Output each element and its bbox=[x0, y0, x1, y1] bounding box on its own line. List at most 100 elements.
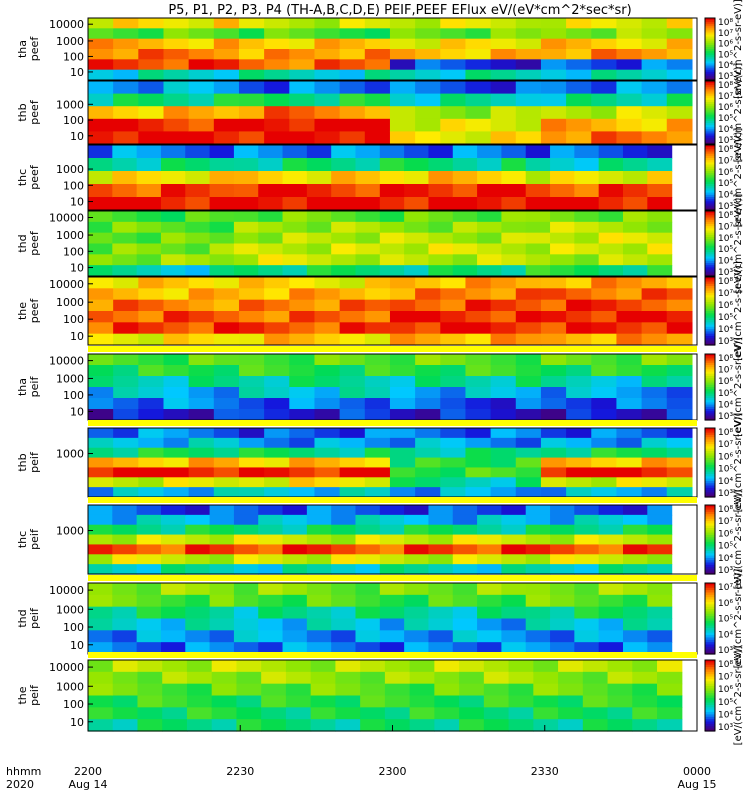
spectrogram-cell bbox=[428, 232, 454, 245]
spectrogram-cell bbox=[574, 618, 600, 631]
spectrogram-cell bbox=[582, 695, 609, 708]
colorbar-cell bbox=[705, 444, 715, 447]
spectrogram-cell bbox=[209, 184, 235, 198]
spectrogram-cell bbox=[440, 299, 467, 312]
spectrogram-cell bbox=[598, 618, 624, 631]
spectrogram-cell bbox=[477, 514, 502, 526]
spectrogram-cell bbox=[384, 660, 411, 673]
spectrogram-cell bbox=[88, 211, 113, 223]
spectrogram-cell bbox=[364, 387, 391, 399]
spectrogram-cell bbox=[233, 184, 259, 198]
spectrogram-cell bbox=[160, 254, 186, 266]
spectrogram-cell bbox=[185, 594, 211, 608]
spectrogram-cell bbox=[331, 564, 357, 575]
spectrogram-cell bbox=[163, 93, 190, 107]
spectrogram-cell bbox=[379, 594, 405, 608]
spectrogram-cell bbox=[515, 398, 542, 410]
spectrogram-cell bbox=[238, 311, 265, 323]
colorbar-cell bbox=[705, 609, 715, 612]
colorbar-cell bbox=[705, 168, 715, 172]
spectrogram-cell bbox=[540, 38, 567, 50]
colorbar-cell bbox=[705, 24, 715, 27]
spectrogram-cell bbox=[515, 437, 542, 449]
colorbar-cell bbox=[705, 247, 715, 251]
spectrogram-cell bbox=[306, 564, 332, 575]
spectrogram-cell bbox=[515, 365, 542, 377]
spectrogram-cell bbox=[641, 277, 668, 289]
colorbar-cell bbox=[705, 263, 715, 266]
spectrogram-cell bbox=[550, 544, 575, 555]
spectrogram-cell bbox=[88, 18, 114, 29]
spectrogram-cell bbox=[415, 277, 441, 289]
spectrogram-cell bbox=[233, 524, 259, 536]
spectrogram-cell bbox=[389, 467, 416, 478]
spectrogram-cell bbox=[465, 106, 492, 120]
spectrogram-cell bbox=[314, 409, 341, 421]
spectrogram-cell bbox=[574, 630, 600, 643]
spectrogram-cell bbox=[306, 197, 332, 211]
spectrogram-cell bbox=[404, 554, 430, 565]
spectrogram-cell bbox=[264, 38, 290, 50]
spectrogram-cell bbox=[209, 642, 235, 655]
spectrogram-cell bbox=[428, 514, 454, 526]
spectrogram-cell bbox=[525, 254, 551, 266]
colorbar-cell bbox=[705, 583, 715, 586]
spectrogram-cell bbox=[574, 564, 600, 575]
spectrogram-cell bbox=[285, 719, 312, 732]
spectrogram-cell bbox=[213, 38, 240, 50]
spectrogram-cell bbox=[112, 671, 139, 685]
spectrogram-cell bbox=[550, 265, 575, 277]
spectrogram-cell bbox=[452, 221, 478, 234]
y-tick-label: 100 bbox=[63, 114, 84, 127]
spectrogram-cell bbox=[339, 354, 366, 366]
spectrogram-cell bbox=[657, 707, 683, 720]
colorbar-cell bbox=[705, 108, 715, 111]
spectrogram-cell bbox=[616, 49, 643, 60]
spectrogram-cell bbox=[459, 683, 485, 697]
spectrogram-cell bbox=[339, 288, 366, 301]
panel-label: thdpeif bbox=[16, 607, 41, 629]
spectrogram-cell bbox=[258, 642, 284, 655]
colorbar-tick-label: 10³ bbox=[718, 489, 733, 499]
spectrogram-cell bbox=[540, 93, 567, 107]
spectrogram-cell bbox=[477, 171, 502, 185]
colorbar-label: [eV/(cm^2-s-sr-eV)] bbox=[733, 128, 744, 228]
spectrogram-cell bbox=[233, 564, 259, 575]
spectrogram-cell bbox=[88, 387, 114, 399]
spectrogram-cell bbox=[490, 28, 517, 40]
spectrogram-cell bbox=[282, 630, 308, 643]
colorbar-cell bbox=[705, 290, 715, 294]
spectrogram-cell bbox=[209, 145, 235, 159]
spectrogram-cell bbox=[213, 118, 240, 132]
spectrogram-cell bbox=[379, 583, 405, 596]
colorbar-cell bbox=[705, 376, 715, 379]
spectrogram-cell bbox=[515, 299, 542, 312]
spectrogram-cell bbox=[162, 695, 188, 708]
spectrogram-cell bbox=[598, 145, 624, 159]
spectrogram-cell bbox=[550, 184, 575, 198]
spectrogram-cell bbox=[440, 69, 467, 81]
colorbar-tick-label: 10⁵ bbox=[718, 698, 733, 708]
colorbar-cell bbox=[705, 455, 715, 459]
spectrogram-cell bbox=[113, 409, 139, 421]
spectrogram-cell bbox=[415, 311, 441, 323]
spectrogram-cell bbox=[574, 505, 600, 516]
colorbar-cell bbox=[705, 469, 715, 473]
spectrogram-cell bbox=[389, 409, 416, 421]
spectrogram-cell bbox=[515, 311, 542, 323]
spectrogram-cell bbox=[434, 695, 460, 708]
spectrogram-cell bbox=[616, 81, 643, 95]
spectrogram-cell bbox=[289, 409, 316, 421]
spectrogram-cell bbox=[666, 365, 693, 377]
spectrogram-cell bbox=[622, 583, 648, 596]
colorbar-cell bbox=[705, 153, 715, 157]
colorbar-cell bbox=[705, 393, 715, 397]
colorbar-cell bbox=[705, 219, 715, 223]
spectrogram-cell bbox=[515, 28, 542, 40]
spectrogram-cell bbox=[185, 184, 211, 198]
spectrogram-cell bbox=[306, 171, 332, 185]
spectrogram-cell bbox=[163, 69, 190, 81]
colorbar-cell bbox=[705, 243, 715, 247]
panel-frame bbox=[87, 144, 698, 211]
spectrogram-cell bbox=[415, 81, 441, 95]
